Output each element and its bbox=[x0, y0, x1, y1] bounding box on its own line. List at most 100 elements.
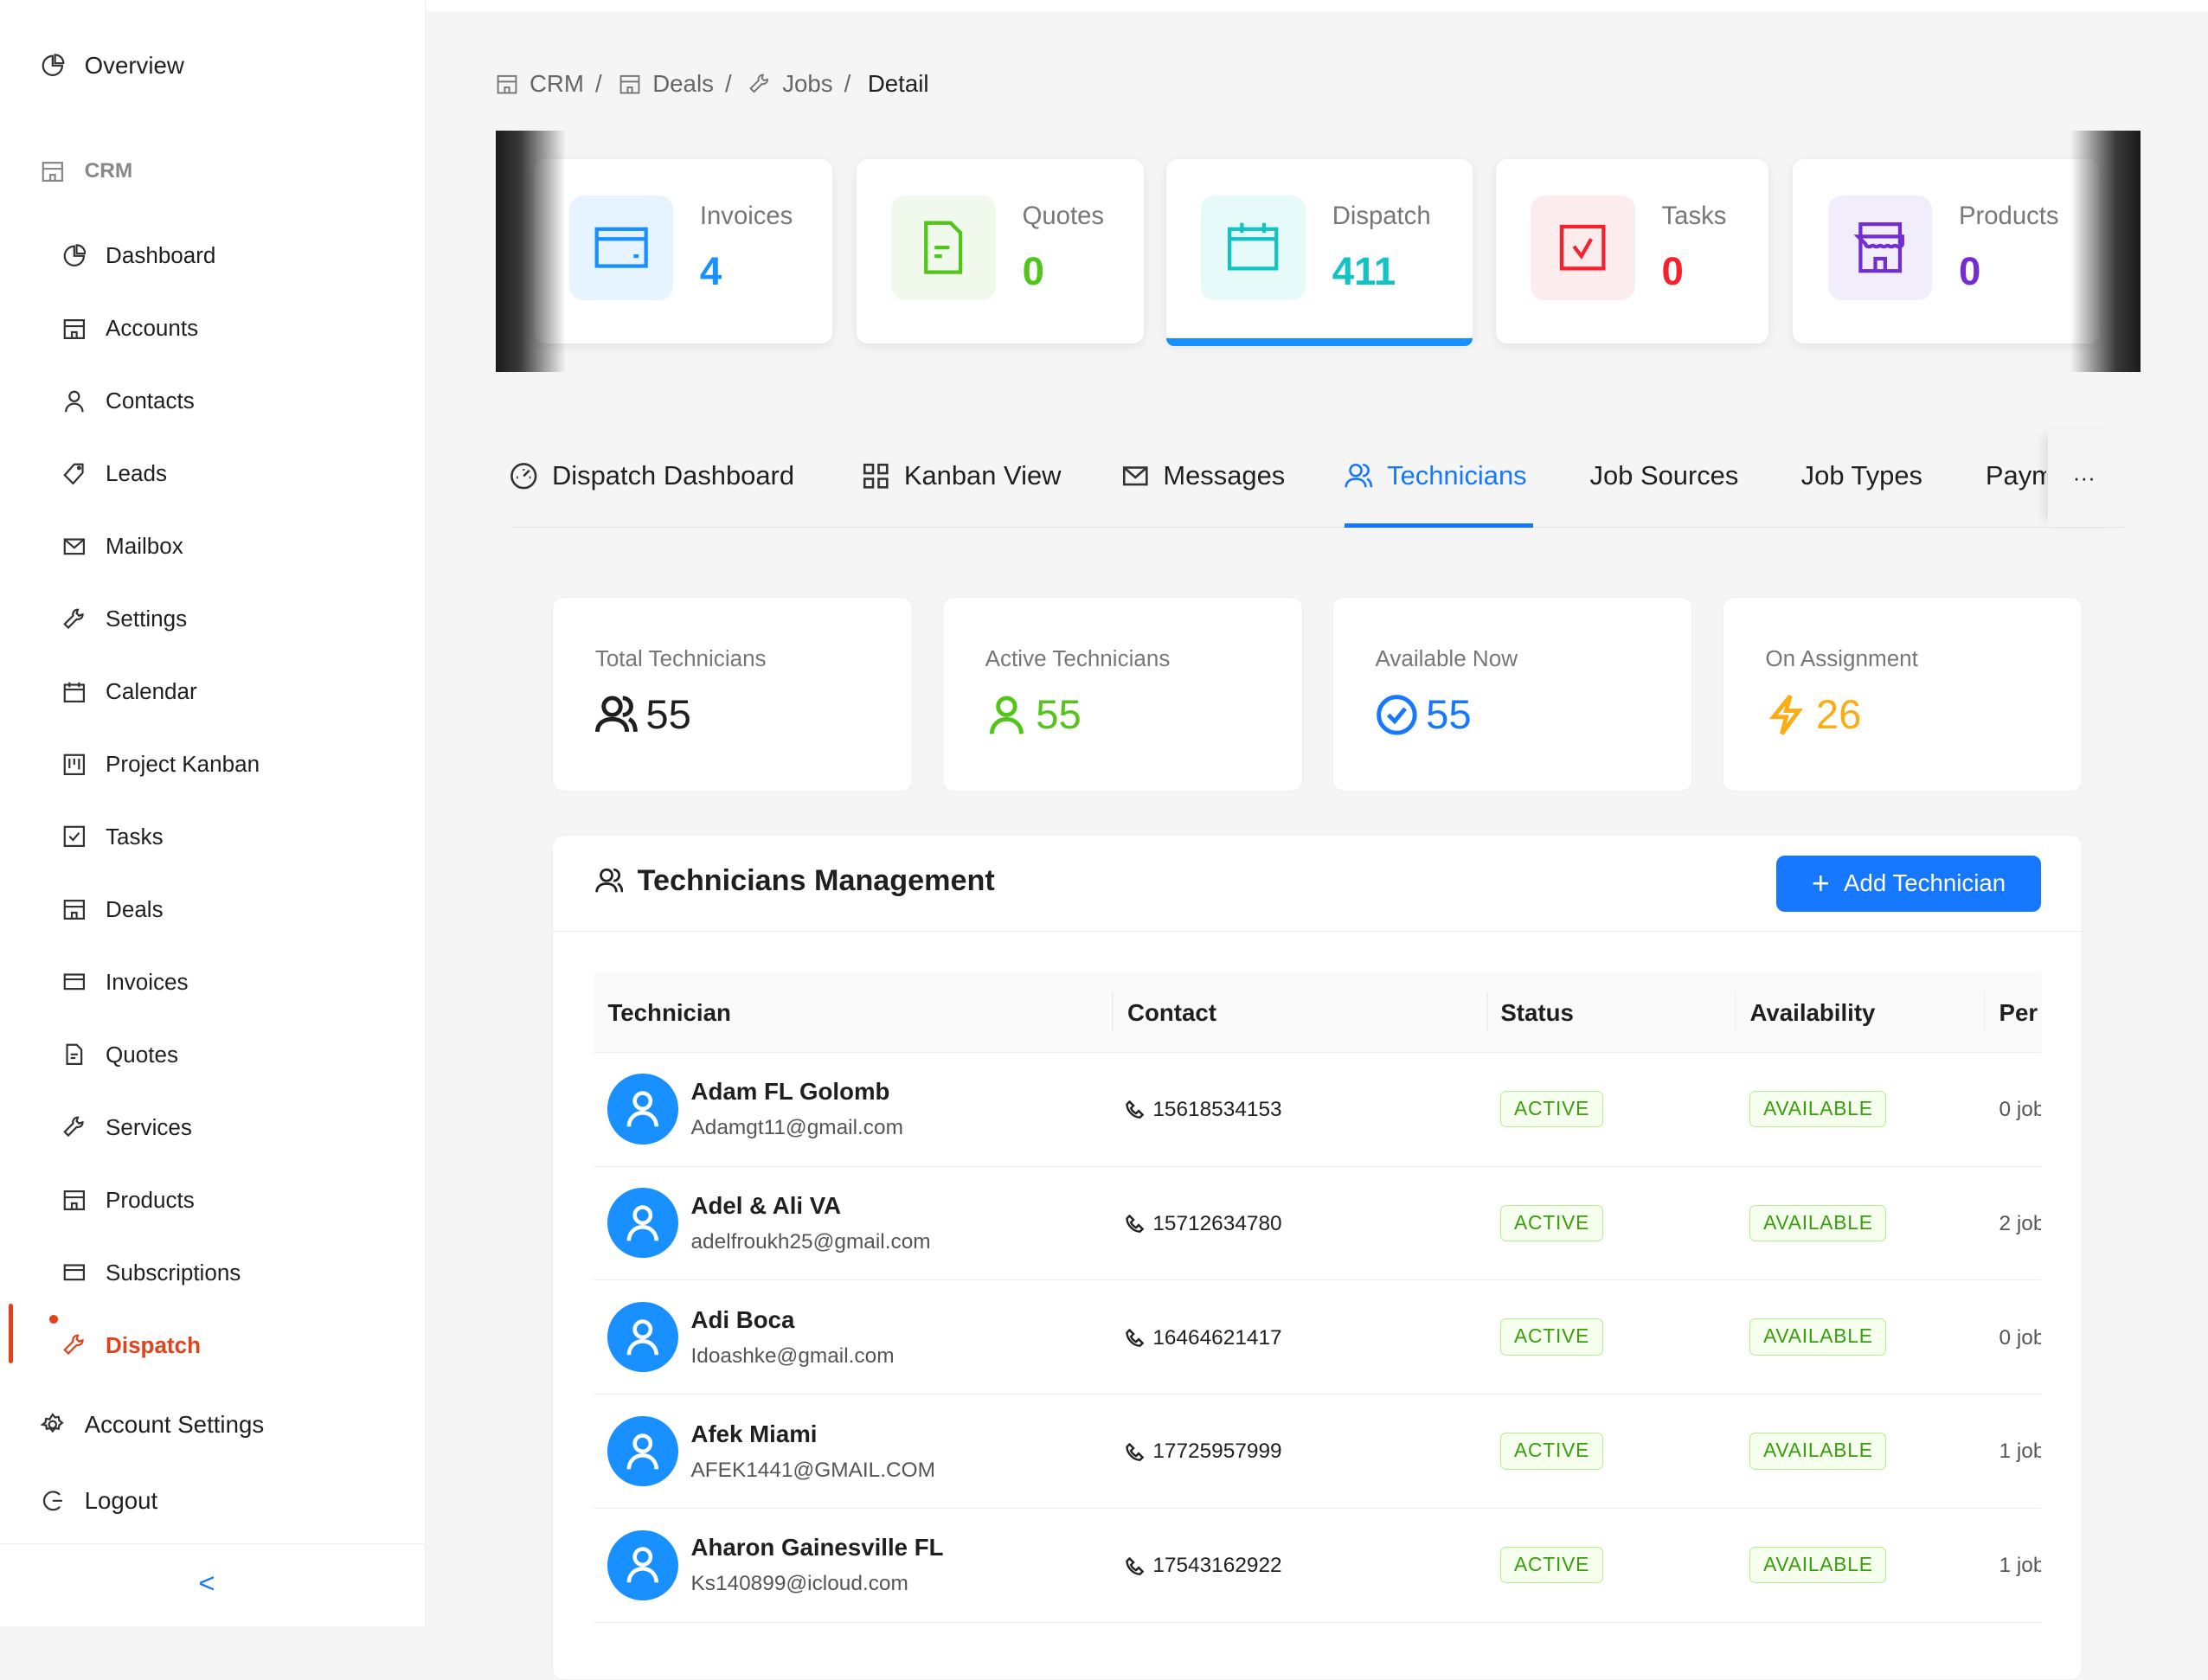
tool-icon bbox=[62, 608, 84, 629]
table-row[interactable]: Adi Boca Idoashke@gmail.com 16464621417 ACT… bbox=[594, 1280, 2042, 1395]
summary-card-dispatch[interactable]: Dispatch 411 bbox=[1165, 158, 1473, 347]
stat-value: 26 bbox=[1815, 691, 1862, 738]
table-header: Technician Contact Status Availability P… bbox=[594, 972, 2042, 1053]
avatar bbox=[607, 1188, 678, 1259]
sidebar-item-dispatch[interactable]: Dispatch bbox=[8, 1304, 201, 1363]
active-dot bbox=[48, 1315, 58, 1324]
sidebar-item-quotes[interactable]: Quotes bbox=[62, 1042, 178, 1068]
user-icon bbox=[626, 1091, 659, 1127]
tab-job-types[interactable]: Job Types bbox=[1801, 460, 1922, 491]
sidebar-item-label: Mailbox bbox=[106, 532, 183, 559]
sidebar-item-deals[interactable]: Deals bbox=[62, 896, 164, 923]
summary-card-quotes[interactable]: Quotes 0 bbox=[856, 158, 1144, 344]
summary-card-tasks[interactable]: Tasks 0 bbox=[1495, 158, 1769, 344]
technicians-panel: Technicians Management + Add Technician T… bbox=[552, 835, 2083, 1680]
sidebar-item-label: Invoices bbox=[106, 968, 189, 995]
tab-dispatch-dashboard[interactable]: Dispatch Dashboard bbox=[510, 460, 794, 491]
collapse-sidebar-button[interactable]: < bbox=[198, 1567, 215, 1599]
technician-phone[interactable]: 16464621417 bbox=[1152, 1325, 1282, 1350]
user-icon bbox=[626, 1433, 659, 1470]
tab-job-sources[interactable]: Job Sources bbox=[1590, 460, 1739, 491]
sidebar-item-accounts[interactable]: Accounts bbox=[62, 315, 198, 342]
add-technician-label: Add Technician bbox=[1844, 869, 2006, 897]
column-header-status[interactable]: Status bbox=[1500, 998, 1574, 1026]
sidebar-item-logout[interactable]: Logout bbox=[41, 1487, 157, 1515]
column-header-performance[interactable]: Per bbox=[1999, 998, 2038, 1026]
calendar-icon bbox=[1201, 196, 1306, 300]
column-header-technician[interactable]: Technician bbox=[607, 998, 731, 1026]
shop-icon bbox=[1827, 196, 1933, 300]
credit-card-icon bbox=[63, 973, 85, 991]
sidebar-item-tasks[interactable]: Tasks bbox=[62, 824, 164, 850]
tab-label: Job Sources bbox=[1589, 460, 1739, 491]
sidebar-item-dashboard[interactable]: Dashboard bbox=[62, 242, 215, 269]
sidebar-section-crm[interactable]: CRM bbox=[41, 159, 132, 183]
column-header-availability[interactable]: Availability bbox=[1749, 998, 1876, 1026]
summary-card-products[interactable]: Products 0 bbox=[1792, 158, 2100, 344]
gear-icon bbox=[41, 1413, 64, 1433]
tab-bar: Dispatch Dashboard Kanban View Messages Tec… bbox=[510, 429, 2127, 529]
phone-icon bbox=[1126, 1215, 1145, 1233]
sidebar-item-leads[interactable]: Leads bbox=[62, 460, 167, 487]
sidebar-item-products[interactable]: Products bbox=[62, 1187, 195, 1214]
card-value: 0 bbox=[1661, 249, 1684, 294]
sidebar-item-invoices[interactable]: Invoices bbox=[62, 969, 189, 996]
sidebar-item-contacts[interactable]: Contacts bbox=[62, 388, 195, 414]
user-icon bbox=[64, 390, 84, 412]
sidebar-item-overview[interactable]: Overview bbox=[41, 52, 184, 80]
user-icon bbox=[626, 1547, 659, 1583]
card-label: Invoices bbox=[699, 201, 793, 230]
scroll-shadow-right bbox=[2070, 131, 2141, 372]
sidebar-item-label: Contacts bbox=[106, 387, 195, 414]
sidebar-item-label: Settings bbox=[106, 605, 188, 632]
breadcrumb-crm[interactable]: CRM bbox=[529, 70, 584, 98]
card-value: 4 bbox=[699, 249, 722, 294]
table-row[interactable]: Adam FL Golomb Adamgt11@gmail.com 15618534… bbox=[594, 1053, 2042, 1167]
stat-value: 55 bbox=[1036, 691, 1082, 738]
sidebar-item-mailbox[interactable]: Mailbox bbox=[62, 533, 183, 560]
tab-messages[interactable]: Messages bbox=[1121, 460, 1285, 491]
tab-technicians[interactable]: Technicians bbox=[1345, 460, 1527, 491]
more-tabs-button[interactable]: ··· bbox=[2047, 429, 2127, 527]
team-icon bbox=[594, 696, 638, 732]
sidebar-item-label: Leads bbox=[106, 459, 167, 486]
tab-paym[interactable]: Paym bbox=[1986, 460, 2046, 491]
availability-badge: AVAILABLE bbox=[1749, 1204, 1887, 1241]
shop-icon bbox=[619, 75, 640, 94]
technician-phone[interactable]: 17543162922 bbox=[1152, 1554, 1282, 1578]
technician-phone[interactable]: 17725957999 bbox=[1152, 1440, 1282, 1464]
technician-phone[interactable]: 15712634780 bbox=[1152, 1211, 1282, 1235]
sidebar-item-account-settings[interactable]: Account Settings bbox=[41, 1411, 264, 1439]
sidebar-item-subscriptions[interactable]: Subscriptions bbox=[62, 1260, 241, 1286]
sidebar-item-services[interactable]: Services bbox=[62, 1114, 192, 1141]
credit-card-icon bbox=[63, 1264, 85, 1281]
stat-label: Active Technicians bbox=[985, 645, 1171, 672]
phone-icon bbox=[1126, 1442, 1145, 1461]
sidebar-item-label: Logout bbox=[84, 1486, 158, 1514]
table-row[interactable]: Aharon Gainesville FL Ks140899@icloud.com… bbox=[594, 1509, 2042, 1623]
tab-label: Kanban View bbox=[903, 460, 1062, 491]
table-row[interactable]: Afek Miami AFEK1441@GMAIL.COM 17725957999 A… bbox=[594, 1395, 2042, 1510]
sidebar-item-label: Services bbox=[106, 1113, 192, 1140]
column-header-contact[interactable]: Contact bbox=[1127, 998, 1216, 1026]
add-technician-button[interactable]: + Add Technician bbox=[1776, 855, 2041, 913]
table-row[interactable]: Adel & Ali VA adelfroukh25@gmail.com 15712… bbox=[594, 1167, 2042, 1281]
logout-icon bbox=[43, 1491, 63, 1511]
sidebar-item-calendar[interactable]: Calendar bbox=[62, 678, 197, 705]
phone-icon bbox=[1126, 1556, 1145, 1575]
sidebar-item-settings[interactable]: Settings bbox=[62, 605, 188, 632]
active-indicator bbox=[8, 1304, 13, 1363]
breadcrumb-deals[interactable]: Deals bbox=[652, 70, 714, 98]
user-icon bbox=[626, 1319, 659, 1356]
performance-value: 0 jobs bbox=[1999, 1325, 2042, 1350]
technician-phone[interactable]: 15618534153 bbox=[1152, 1097, 1282, 1121]
appstore-icon bbox=[863, 463, 889, 489]
sidebar-item-label: Dispatch bbox=[106, 1331, 201, 1358]
pie-icon bbox=[63, 243, 86, 266]
tag-icon bbox=[62, 463, 84, 485]
avatar bbox=[607, 1074, 678, 1145]
breadcrumb-jobs[interactable]: Jobs bbox=[782, 70, 833, 98]
summary-card-invoices[interactable]: Invoices 4 bbox=[533, 158, 832, 344]
tab-kanban-view[interactable]: Kanban View bbox=[862, 460, 1061, 491]
sidebar-item-project-kanban[interactable]: Project Kanban bbox=[62, 751, 260, 778]
